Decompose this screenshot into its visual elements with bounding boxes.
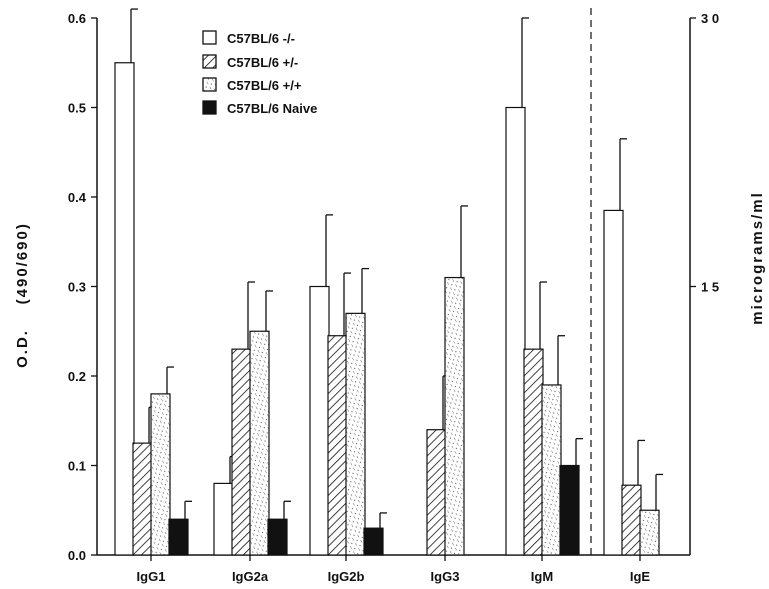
bar-heterozygous-igm (523, 348, 544, 556)
y-tick-label: 0.3 (68, 280, 86, 295)
legend-swatch-wildtype (202, 77, 217, 92)
legend-swatch-knockout (202, 30, 217, 45)
y-tick-label: 0.4 (68, 190, 87, 205)
y-tick-label: 0.0 (68, 548, 86, 563)
bar-knockout-ige (603, 209, 624, 556)
bar-heterozygous-igg2b (327, 335, 348, 556)
right-y-tick-label: 3 0 (701, 11, 719, 26)
bar-wildtype-igm (541, 384, 562, 556)
y-tick-label: 0.2 (68, 369, 86, 384)
x-tick-label: IgG3 (431, 569, 460, 584)
bar-naive-igg2b (363, 527, 384, 556)
bar-naive-igg2a (267, 518, 288, 556)
bar-wildtype-igg2a (249, 330, 270, 556)
bar-knockout-igg2b (309, 285, 330, 556)
right-y-tick-label: 1 5 (701, 280, 719, 295)
legend-label-knockout: C57BL/6 -/- (227, 31, 295, 46)
bar-wildtype-igg2b (345, 312, 366, 556)
right-y-axis-title: micrograms/ml (749, 191, 766, 325)
legend: C57BL/6 -/- C57BL/6 +/- C57BL/6 +/+ C57B… (202, 30, 317, 116)
bar-wildtype-igg3 (444, 276, 465, 556)
x-tick-label: IgM (531, 569, 553, 584)
x-tick-label: IgE (630, 569, 651, 584)
bar-wildtype-ige (639, 509, 660, 556)
left-y-axis-title: O.D. (490/690) (14, 222, 31, 368)
bars-layer (114, 8, 663, 556)
legend-label-heterozygous: C57BL/6 +/- (227, 55, 298, 70)
bar-knockout-igm (505, 106, 526, 556)
y-tick-label: 0.1 (68, 459, 86, 474)
bar-knockout-igg1 (114, 62, 135, 556)
y-tick-label: 0.5 (68, 101, 86, 116)
x-tick-label: IgG1 (137, 569, 166, 584)
y-tick-label: 0.6 (68, 11, 86, 26)
bar-wildtype-igg1 (150, 393, 171, 556)
bar-naive-igg1 (168, 518, 189, 556)
x-tick-label: IgG2a (232, 569, 269, 584)
bar-knockout-igg2a (213, 482, 234, 556)
bar-heterozygous-ige (621, 484, 642, 556)
legend-label-naive: C57BL/6 Naive (227, 101, 317, 116)
bar-heterozygous-igg2a (231, 348, 252, 556)
bar-heterozygous-igg1 (132, 442, 153, 556)
legend-swatch-naive (202, 100, 217, 115)
bar-heterozygous-igg3 (426, 429, 447, 556)
x-tick-label: IgG2b (328, 569, 365, 584)
legend-swatch-heterozygous (202, 54, 217, 69)
ticks-layer: 0.0 0.1 0.2 0.3 0.4 0.5 0.6 1 5 3 0 IgG1 IgG2a IgG2… (68, 11, 719, 584)
bar-naive-igm (559, 464, 580, 556)
legend-label-wildtype: C57BL/6 +/+ (227, 78, 302, 93)
